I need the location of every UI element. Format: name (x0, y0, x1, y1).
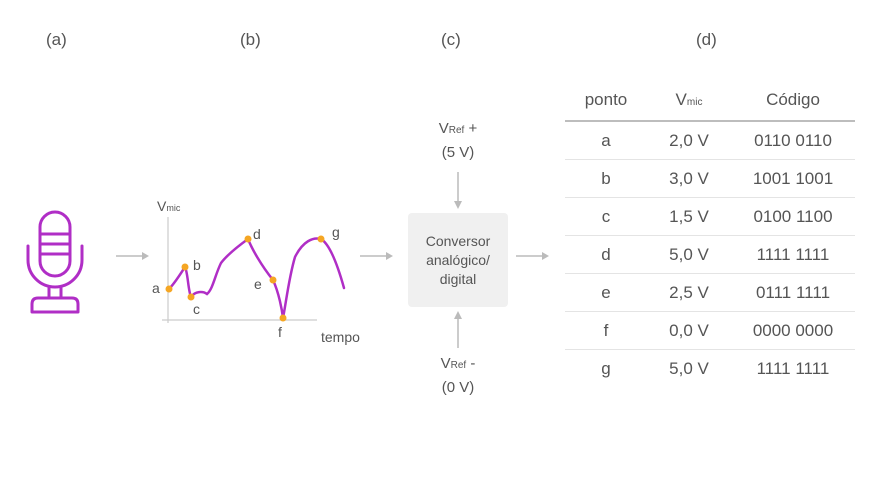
cell-code: 0111 1111 (731, 273, 855, 312)
cell-point: c (565, 197, 647, 236)
point-marker (244, 235, 252, 243)
cell-code: 1001 1001 (731, 159, 855, 198)
point-marker (317, 235, 325, 243)
point-marker (181, 263, 189, 271)
vref-bottom-label: VRef - (0 V) (440, 355, 476, 396)
panel-label-c: (c) (441, 30, 461, 49)
header-code: Código (766, 90, 820, 109)
panel-label-d: (d) (696, 30, 717, 49)
point-label-a: a (152, 280, 160, 296)
converter-label-line3: digital (439, 270, 477, 287)
converter-label-line1: Conversor (425, 232, 491, 249)
converter-label-line2: analógico/ (426, 251, 490, 268)
x-axis-label: tempo (321, 329, 360, 345)
point-label-g: g (332, 224, 340, 240)
conversion-table: ponto Vmic Código a 2,0 V 0110 0110 b 3,… (565, 80, 855, 387)
ad-converter-box: Conversor analógico/ digital (408, 213, 508, 307)
table-row: d 5,0 V 1111 1111 (565, 235, 855, 274)
cell-voltage: 2,5 V (647, 273, 731, 312)
y-axis-label: Vmic (157, 198, 181, 214)
point-marker (279, 314, 287, 322)
table-header-row: ponto Vmic Código (565, 80, 855, 121)
arrow-right-icon (116, 252, 149, 260)
cell-point: a (565, 120, 647, 160)
cell-code: 0100 1100 (731, 197, 855, 236)
point-label-d: d (253, 226, 261, 242)
point-marker (165, 285, 173, 293)
arrow-right-icon (360, 252, 393, 260)
panel-label-b: (b) (240, 30, 261, 49)
table-row: a 2,0 V 0110 0110 (565, 120, 855, 160)
cell-voltage: 5,0 V (647, 349, 731, 387)
vref-top-label: VRef + (5 V) (438, 120, 478, 161)
cell-voltage: 5,0 V (647, 235, 731, 274)
cell-code: 0110 0110 (731, 120, 855, 160)
arrow-down-icon (454, 172, 462, 209)
panel-label-a: (a) (46, 30, 67, 49)
table-row: f 0,0 V 0000 0000 (565, 311, 855, 350)
waveform-graph: Vmic tempo a b c d e f g (152, 198, 360, 345)
arrow-up-icon (454, 311, 462, 348)
table-row: e 2,5 V 0111 1111 (565, 273, 855, 312)
cell-point: f (565, 311, 647, 350)
cell-voltage: 1,5 V (647, 197, 731, 236)
cell-point: g (565, 349, 647, 387)
point-label-e: e (254, 276, 262, 292)
cell-code: 0000 0000 (731, 311, 855, 350)
cell-voltage: 0,0 V (647, 311, 731, 350)
cell-point: d (565, 235, 647, 274)
point-label-c: c (193, 301, 200, 317)
cell-code: 1111 1111 (731, 235, 855, 274)
header-voltage: Vmic (675, 90, 703, 109)
point-marker (269, 276, 277, 284)
cell-point: e (565, 273, 647, 312)
cell-voltage: 3,0 V (647, 159, 731, 198)
header-point: ponto (584, 90, 628, 109)
table-row: g 5,0 V 1111 1111 (565, 349, 855, 387)
arrow-right-icon (516, 252, 549, 260)
point-label-f: f (278, 324, 282, 340)
cell-point: b (565, 159, 647, 198)
point-label-b: b (193, 257, 201, 273)
cell-code: 1111 1111 (731, 349, 855, 387)
table-row: b 3,0 V 1001 1001 (565, 159, 855, 198)
table-row: c 1,5 V 0100 1100 (565, 197, 855, 236)
cell-voltage: 2,0 V (647, 120, 731, 160)
point-marker (187, 293, 195, 301)
microphone-icon (26, 210, 84, 314)
